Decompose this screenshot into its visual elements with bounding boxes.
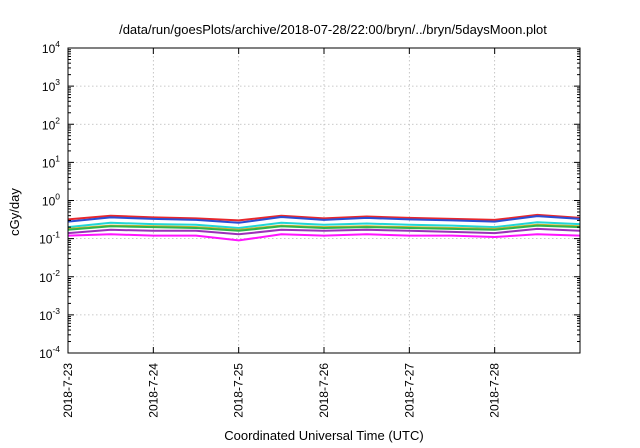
- x-axis-label: Coordinated Universal Time (UTC): [224, 428, 423, 443]
- y-tick-label: 103: [42, 77, 60, 94]
- series-line: [67, 215, 581, 224]
- series-line: [67, 224, 581, 232]
- y-tick-label: 100: [42, 192, 60, 209]
- y-tick-label: 10-4: [39, 344, 60, 361]
- series-lines: [67, 213, 581, 242]
- x-tick-label: 2018-7-23: [61, 363, 75, 418]
- y-tick-label: 101: [42, 153, 60, 170]
- series-line: [67, 233, 581, 242]
- y-axis-label: cGy/day: [7, 188, 22, 236]
- x-tick-label: 2018-7-28: [488, 363, 502, 418]
- y-axis-ticks: 10-4 10-3 10-2 10-1 100 101 102 103 104: [39, 39, 580, 361]
- series-line: [67, 221, 581, 229]
- grid-lines: [68, 48, 580, 353]
- chart-title: /data/run/goesPlots/archive/2018-07-28/2…: [119, 22, 547, 37]
- x-tick-label: 2018-7-26: [317, 363, 331, 418]
- x-axis-ticks: 2018-7-23 2018-7-24 2018-7-25 2018-7-26 2018…: [61, 48, 502, 418]
- y-tick-label: 10-3: [39, 306, 60, 323]
- series-line: [67, 227, 581, 236]
- y-tick-label: 10-1: [39, 230, 60, 247]
- y-tick-label: 102: [42, 115, 60, 132]
- y-tick-label: 104: [42, 39, 60, 56]
- x-tick-label: 2018-7-25: [232, 363, 246, 418]
- x-tick-label: 2018-7-24: [146, 363, 160, 418]
- y-tick-label: 10-2: [39, 268, 60, 285]
- series-line: [67, 213, 581, 222]
- x-tick-label: 2018-7-27: [402, 363, 416, 418]
